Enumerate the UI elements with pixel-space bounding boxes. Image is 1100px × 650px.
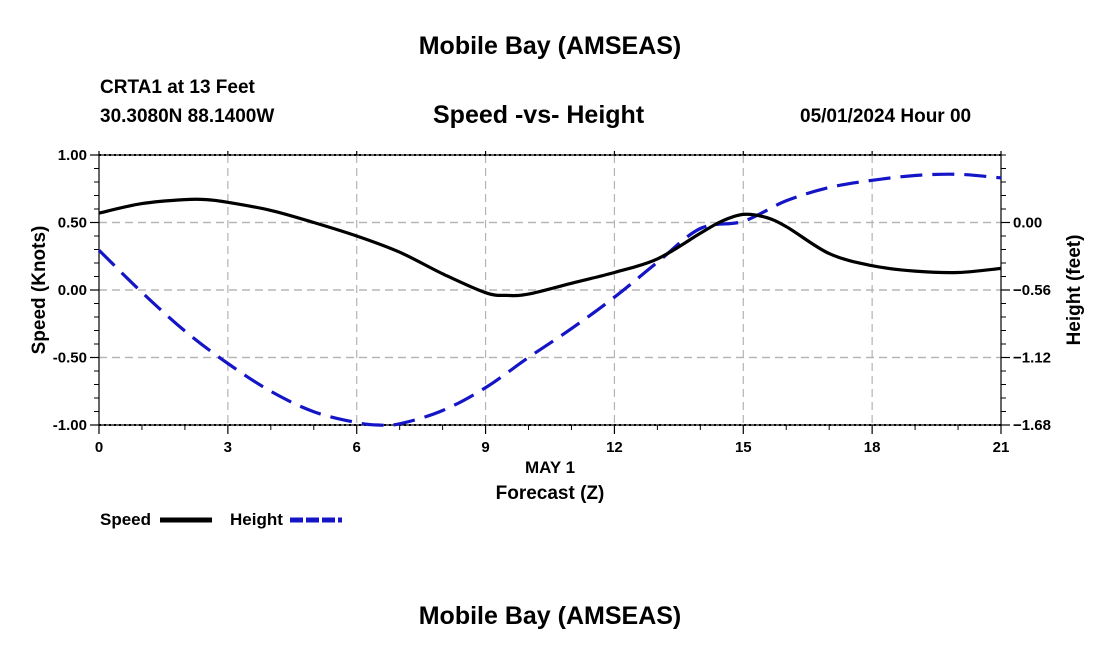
x-axis-title: Forecast (Z) [495, 483, 605, 504]
y-tick-label: 1.00 [58, 147, 87, 164]
x-tick-label: 3 [224, 439, 232, 456]
y2-tick-label: −1.12 [1013, 350, 1051, 367]
x-tick-label: 21 [993, 439, 1010, 456]
y-tick-label: -1.00 [53, 417, 87, 434]
legend: Speed Height [100, 510, 342, 529]
x-tick-label: 6 [353, 439, 361, 456]
y-axis-title: Speed (Knots) [29, 225, 50, 355]
x-axis-date-label: MAY 1 [524, 458, 576, 477]
y-tick-label: 0.00 [58, 282, 87, 299]
x-tick-label: 12 [606, 439, 623, 456]
forecast-date: 05/01/2024 Hour 00 [800, 106, 972, 127]
chart-footer-title: Mobile Bay (AMSEAS) [418, 602, 682, 630]
y-tick-label: 0.50 [58, 215, 87, 232]
height-series-line [97, 172, 1002, 427]
y-tick-label: -0.50 [53, 350, 87, 367]
x-tick-label: 18 [864, 439, 881, 456]
chart-subtitle: Speed -vs- Height [433, 101, 645, 129]
x-tick-label: 15 [735, 439, 752, 456]
y2-tick-label: −0.56 [1013, 282, 1051, 299]
legend-speed-label: Speed [100, 510, 151, 529]
y2-axis-title: Height (feet) [1064, 234, 1085, 346]
legend-height-label: Height [230, 510, 283, 529]
axis-ticks: 0 3 6 9 12 15 18 21 -1.00 -0.50 0.00 0.50 1.00 −1.68 −… [53, 147, 1051, 456]
y2-tick-label: 0.00 [1013, 215, 1042, 232]
x-tick-label: 9 [481, 439, 489, 456]
y2-tick-label: −1.68 [1013, 417, 1051, 434]
x-tick-label: 0 [95, 439, 103, 456]
station-coordinates: 30.3080N 88.1400W [100, 106, 275, 127]
chart-main-title: Mobile Bay (AMSEAS) [418, 32, 682, 60]
speed-series-line [98, 197, 1002, 298]
station-label: CRTA1 at 13 Feet [100, 77, 255, 98]
